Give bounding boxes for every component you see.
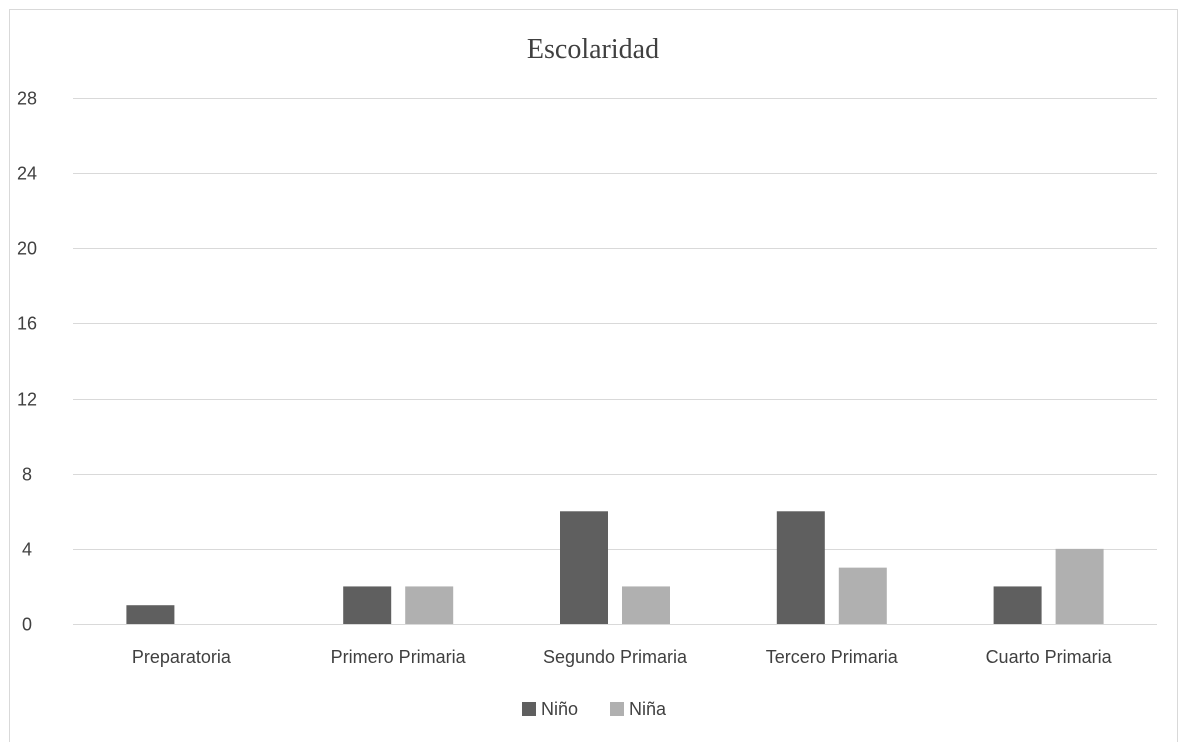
bar-nino-2: [560, 511, 608, 624]
x-category-label: Preparatoria: [132, 647, 232, 667]
legend-swatch: [522, 702, 536, 716]
y-tick-label: 16: [17, 314, 37, 334]
y-tick-label: 20: [17, 239, 37, 259]
bar-nina-4: [1055, 548, 1104, 624]
legend: Niño Niña: [522, 699, 667, 719]
bar-nino-0: [126, 605, 175, 624]
y-axis-ticks: 0 4 8 12 16 20 24 28: [17, 89, 37, 635]
y-tick-label: 12: [17, 390, 37, 410]
x-category-label: Cuarto Primaria: [986, 647, 1113, 667]
chart-border: [9, 9, 1178, 747]
legend-label: Niño: [541, 699, 578, 719]
y-tick-label: 28: [17, 89, 37, 109]
grid-layer: [73, 98, 1157, 625]
y-tick-label: 0: [22, 615, 32, 635]
legend-label: Niña: [629, 699, 667, 719]
bars: [126, 511, 1104, 624]
y-tick-label: 24: [17, 164, 37, 184]
x-category-label: Primero Primaria: [331, 647, 467, 667]
x-category-label: Tercero Primaria: [766, 647, 899, 667]
y-tick-label: 8: [22, 465, 32, 485]
bar-nino-1: [343, 586, 392, 624]
chart-title: Escolaridad: [527, 34, 659, 65]
bar-nina-1: [405, 586, 454, 624]
x-category-label: Segundo Primaria: [543, 647, 688, 667]
bar-nino-3: [776, 511, 825, 624]
bar-nino-4: [993, 586, 1042, 624]
legend-swatch: [610, 702, 624, 716]
y-tick-label: 4: [22, 540, 32, 560]
x-axis-categories: Preparatoria Primero Primaria Segundo Prim…: [132, 647, 1113, 667]
bar-nina-3: [838, 567, 887, 624]
bar-nina-2: [622, 586, 670, 624]
